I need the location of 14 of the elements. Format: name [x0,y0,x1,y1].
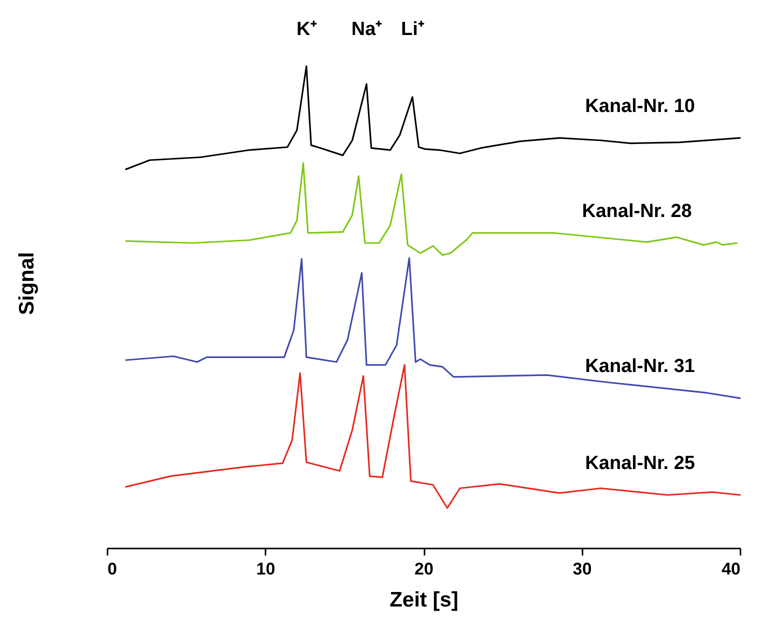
x-tick-label: 20 [414,560,434,578]
x-tick-label: 40 [722,560,740,578]
text: K⁺ [296,19,318,40]
x-axis-title: Zeit [s] [390,588,458,612]
text: Na⁺ [351,19,383,40]
x-tick-label: 10 [256,560,276,578]
series-label: Kanal-Nr. 25 [585,453,696,474]
series-label: Kanal-Nr. 31 [585,356,696,378]
text: Li⁺ [400,19,425,40]
series-label: Kanal-Nr. 28 [582,201,692,222]
x-tick-label: 30 [572,560,592,578]
x-tick-label: 0 [108,560,117,578]
series-label: Kanal-Nr. 10 [585,96,695,117]
y-axis-title: Signal [16,252,38,316]
